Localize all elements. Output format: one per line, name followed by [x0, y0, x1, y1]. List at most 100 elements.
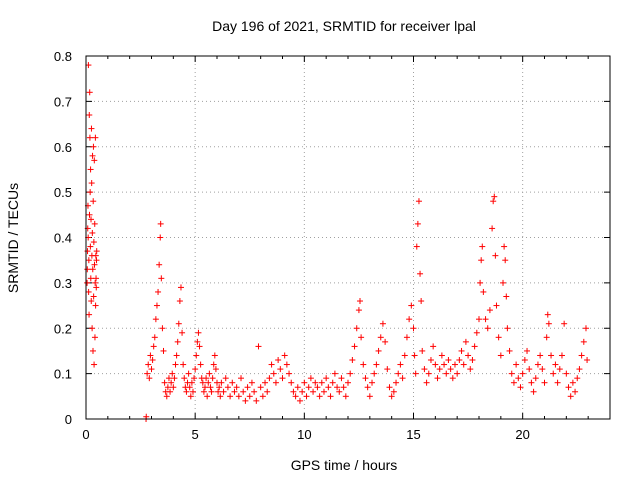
axis-ticks	[85, 55, 611, 420]
data-point	[532, 375, 539, 382]
data-point	[87, 275, 94, 282]
data-point	[347, 370, 354, 377]
data-point	[413, 243, 420, 250]
data-point	[208, 388, 215, 395]
data-point	[495, 334, 502, 341]
y-tick-label: 0.4	[54, 231, 72, 246]
data-point	[93, 248, 100, 255]
data-point	[544, 311, 551, 318]
data-point	[369, 379, 376, 386]
data-point	[471, 343, 478, 350]
data-point	[86, 311, 93, 318]
data-point	[215, 388, 222, 395]
data-point	[415, 198, 422, 205]
data-point	[170, 384, 177, 391]
data-point	[90, 143, 97, 150]
data-point	[296, 397, 303, 404]
data-point	[171, 375, 178, 382]
data-point	[146, 375, 153, 382]
data-point	[84, 248, 91, 255]
data-point	[86, 111, 93, 118]
data-point	[147, 352, 154, 359]
data-point	[201, 384, 208, 391]
data-point	[397, 361, 404, 368]
data-point	[211, 352, 218, 359]
data-point	[150, 343, 157, 350]
data-point	[163, 393, 170, 400]
data-point	[153, 302, 160, 309]
data-point	[351, 343, 358, 350]
data-point	[242, 397, 249, 404]
data-point	[567, 393, 574, 400]
data-point	[157, 220, 164, 227]
data-point	[91, 361, 98, 368]
data-point	[91, 334, 98, 341]
data-point	[235, 393, 242, 400]
data-point	[373, 361, 380, 368]
data-point	[161, 379, 168, 386]
data-point	[526, 366, 533, 373]
data-point	[217, 393, 224, 400]
data-point	[476, 316, 482, 323]
data-point	[401, 352, 408, 359]
data-point	[331, 370, 338, 377]
data-point	[299, 388, 306, 395]
data-point	[179, 329, 186, 336]
plot-frame	[85, 55, 611, 420]
data-point	[205, 379, 212, 386]
data-point	[303, 393, 310, 400]
data-point	[561, 320, 568, 327]
data-point	[168, 379, 175, 386]
data-point	[517, 384, 524, 391]
data-point	[165, 375, 172, 382]
data-point	[355, 307, 362, 314]
data-point	[283, 361, 290, 368]
data-point	[403, 334, 410, 341]
data-point	[504, 325, 511, 332]
data-point	[167, 388, 174, 395]
data-point	[84, 266, 91, 273]
data-point	[388, 393, 395, 400]
data-point	[338, 375, 345, 382]
data-point	[85, 288, 92, 295]
data-point	[539, 366, 546, 373]
data-point	[441, 361, 448, 368]
data-point	[206, 370, 213, 377]
y-tick-label: 0.6	[54, 140, 72, 155]
data-point	[88, 216, 95, 223]
chart-title: Day 196 of 2021, SRMTID for receiver lpa…	[212, 18, 476, 34]
data-point	[158, 275, 165, 282]
data-point	[582, 325, 589, 332]
data-point	[91, 157, 98, 164]
data-point	[172, 361, 179, 368]
data-point	[449, 375, 456, 382]
data-point	[176, 298, 183, 305]
data-point	[89, 266, 96, 273]
data-point	[432, 361, 439, 368]
data-point	[537, 352, 544, 359]
data-point	[371, 370, 378, 377]
data-point	[87, 189, 94, 196]
data-point	[316, 393, 323, 400]
data-point	[224, 384, 231, 391]
data-point	[270, 370, 277, 377]
data-point	[349, 357, 356, 364]
data-point	[192, 366, 199, 373]
data-point	[91, 261, 98, 268]
data-point	[145, 361, 152, 368]
data-point	[528, 379, 535, 386]
data-point	[382, 338, 389, 345]
data-point	[155, 288, 162, 295]
data-point	[266, 375, 273, 382]
data-point	[294, 384, 301, 391]
data-point	[502, 257, 509, 264]
data-point	[427, 357, 434, 364]
data-point	[399, 375, 406, 382]
data-point	[233, 384, 240, 391]
data-point	[272, 379, 279, 386]
data-point	[86, 211, 93, 218]
data-point	[257, 384, 264, 391]
data-points	[84, 62, 591, 422]
data-point	[454, 370, 461, 377]
